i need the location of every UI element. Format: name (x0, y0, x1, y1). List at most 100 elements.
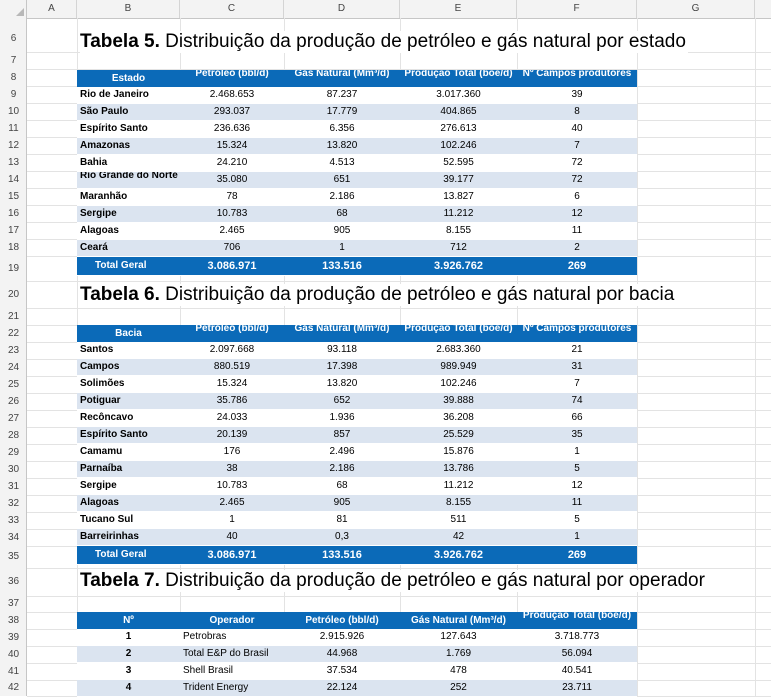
row-header[interactable]: 17 (7, 225, 20, 236)
row-header[interactable]: 19 (7, 263, 20, 274)
row-header[interactable]: 22 (7, 328, 20, 339)
table-row: Espírito Santo 236.636 6.356 276.613 40 (77, 120, 637, 138)
row-header[interactable]: 11 (8, 123, 19, 134)
column-header-b[interactable]: B (77, 0, 180, 18)
row-header[interactable]: 13 (7, 157, 20, 168)
row-header[interactable]: 21 (7, 311, 20, 322)
column-header-c[interactable]: C (180, 0, 284, 18)
row-header[interactable]: 25 (7, 379, 20, 390)
table-cell: 13.820 (284, 375, 400, 393)
row-label: Bahia (77, 154, 180, 172)
row-header[interactable]: 37 (7, 598, 20, 609)
row-header[interactable]: 36 (7, 576, 20, 587)
row-label: Potiguar (77, 392, 180, 410)
t7-header-cell: Gás Natural (Mm³/d) (400, 612, 517, 629)
table-cell: 11 (517, 222, 637, 240)
column-header-g[interactable]: G (637, 0, 755, 18)
table-cell: 404.865 (400, 103, 517, 121)
t5-header-cell: Gás Natural (Mm³/d) (284, 70, 400, 87)
row-header[interactable]: 9 (10, 89, 17, 100)
row-header[interactable]: 41 (7, 666, 20, 677)
table-cell: 78 (180, 188, 284, 206)
row-header[interactable]: 40 (7, 649, 20, 660)
table-cell: 39 (517, 87, 637, 104)
row-header[interactable]: 23 (7, 345, 20, 356)
row-header[interactable]: 10 (7, 106, 20, 117)
row-header[interactable]: 35 (7, 551, 20, 562)
table-cell: 2 (517, 239, 637, 257)
table-cell: 74 (517, 392, 637, 410)
row-header[interactable]: 8 (10, 72, 17, 83)
table-cell: 11.212 (400, 477, 517, 495)
table-cell: 880.519 (180, 358, 284, 376)
row-header[interactable]: 26 (7, 396, 20, 407)
total-value: 3.926.762 (400, 545, 517, 565)
operator-rank: 3 (77, 662, 180, 680)
table-cell: 7 (517, 137, 637, 155)
row-label: Solimões (77, 375, 180, 393)
row-header[interactable]: 29 (7, 447, 20, 458)
row-label: Rio de Janeiro (77, 87, 180, 104)
row-label: Recôncavo (77, 409, 180, 427)
row-label: Sergipe (77, 205, 180, 223)
row-label: Barreirinhas (77, 528, 180, 546)
row-header[interactable]: 20 (7, 289, 20, 300)
row-header[interactable]: 28 (7, 430, 20, 441)
table-cell: 35 (517, 426, 637, 444)
row-header[interactable]: 16 (7, 208, 20, 219)
table-cell: 2.468.653 (180, 87, 284, 104)
table-cell: 127.643 (400, 629, 517, 646)
table-cell: 8.155 (400, 494, 517, 512)
table-row: Recôncavo 24.033 1.936 36.208 66 (77, 409, 637, 427)
row-label: Tucano Sul (77, 511, 180, 529)
column-header-e[interactable]: E (400, 0, 517, 18)
table-row: Espírito Santo 20.139 857 25.529 35 (77, 426, 637, 444)
row-header[interactable]: 31 (7, 481, 20, 492)
table-cell: 15.324 (180, 375, 284, 393)
table-row: São Paulo 293.037 17.779 404.865 8 (77, 103, 637, 121)
table-cell: 93.118 (284, 342, 400, 359)
row-header[interactable]: 15 (7, 191, 20, 202)
table-cell: 81 (284, 511, 400, 529)
column-header-a[interactable]: A (27, 0, 77, 18)
total-label: Total Geral (77, 256, 180, 276)
table-cell: 1.769 (400, 645, 517, 663)
row-header[interactable]: 30 (7, 464, 20, 475)
table-row: Parnaíba 38 2.186 13.786 5 (77, 460, 637, 478)
row-header[interactable]: 24 (7, 362, 20, 373)
row-header[interactable]: 34 (7, 532, 20, 543)
row-header[interactable]: 32 (7, 498, 20, 509)
column-header-f[interactable]: F (517, 0, 637, 18)
table-row: 3 Shell Brasil 37.534 478 40.541 (77, 662, 637, 680)
row-header[interactable]: 42 (7, 682, 20, 693)
table-cell: 15.324 (180, 137, 284, 155)
row-header[interactable]: 27 (7, 413, 20, 424)
table-cell: 905 (284, 494, 400, 512)
column-header-d[interactable]: D (284, 0, 400, 18)
table-cell: 252 (400, 679, 517, 697)
row-header-bar: 6 7 8 9 10 11 12 13 14 15 16 17 18 19 20 21 22 23 24 25 26 27… (0, 18, 27, 696)
table-cell: 68 (284, 477, 400, 495)
row-header[interactable]: 12 (7, 140, 20, 151)
row-label: Espírito Santo (77, 120, 180, 138)
table-cell: 72 (517, 154, 637, 172)
table-cell: 52.595 (400, 154, 517, 172)
row-header[interactable]: 39 (7, 632, 20, 643)
row-label: Ceará (77, 239, 180, 257)
row-header[interactable]: 7 (10, 55, 17, 66)
table-cell: 10.783 (180, 205, 284, 223)
row-header[interactable]: 38 (7, 615, 20, 626)
row-header[interactable]: 33 (7, 515, 20, 526)
table-cell: 2.465 (180, 494, 284, 512)
select-all-corner[interactable] (0, 0, 27, 18)
table-cell: 15.876 (400, 443, 517, 461)
table-cell: 7 (517, 375, 637, 393)
row-header[interactable]: 18 (7, 242, 20, 253)
row-header[interactable]: 14 (7, 174, 20, 185)
row-header[interactable]: 6 (10, 33, 17, 44)
table-cell: 5 (517, 511, 637, 529)
table-cell: 40 (517, 120, 637, 138)
table-cell: 11 (517, 494, 637, 512)
total-value: 133.516 (284, 256, 400, 276)
operator-name: Total E&P do Brasil (180, 645, 284, 663)
